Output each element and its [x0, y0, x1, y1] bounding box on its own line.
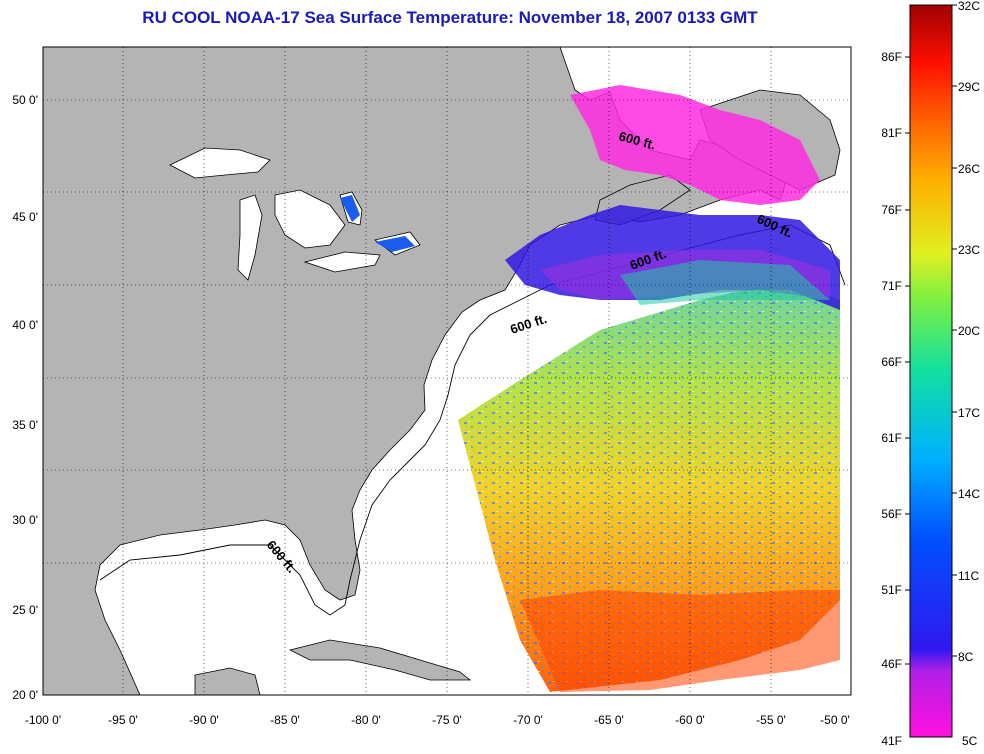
lon-label: -90 0': [189, 713, 219, 727]
colorbar-c-label: 14C: [958, 487, 980, 501]
map-plot-area: 600 ft. 600 ft. 600 ft. 600 ft. 600 ft.: [42, 46, 852, 696]
colorbar-c-label: 5C: [962, 734, 978, 748]
colorbar-f-label: 81F: [881, 126, 902, 140]
colorbar-c-label: 29C: [958, 80, 980, 94]
lon-label: -65 0': [594, 713, 624, 727]
colorbar-f-label: 51F: [881, 583, 902, 597]
lat-label: 20 0': [12, 688, 38, 702]
colorbar-f-label: 76F: [881, 203, 902, 217]
latitude-labels: 50 0' 45 0' 40 0' 35 0' 30 0' 25 0' 20 0…: [12, 93, 38, 702]
lon-label: -100 0': [25, 713, 61, 727]
graticule: [43, 47, 851, 695]
cuba-land: [288, 639, 472, 681]
colorbar-f-label: 86F: [881, 50, 902, 64]
colorbar-c-label: 20C: [958, 324, 980, 338]
lat-label: 40 0': [12, 318, 38, 332]
lat-label: 50 0': [12, 93, 38, 107]
colorbar-f-label: 56F: [881, 507, 902, 521]
lat-label: 35 0': [12, 418, 38, 432]
colorbar-c-label: 17C: [958, 406, 980, 420]
colorbar-c-label: 32C: [958, 0, 980, 13]
colorbar-f-label: 41F: [881, 734, 902, 748]
colorbar: 86F 81F 76F 71F 66F 61F 56F 51F 46F 41F …: [881, 0, 980, 748]
sst-swath: [340, 85, 840, 692]
colorbar-f-label: 46F: [881, 657, 902, 671]
great-lakes: [169, 147, 421, 281]
map-title: RU COOL NOAA-17 Sea Surface Temperature:…: [142, 8, 758, 27]
lon-label: -85 0': [270, 713, 300, 727]
lon-label: -95 0': [108, 713, 138, 727]
yucatan-land: [194, 667, 261, 696]
lat-label: 45 0': [12, 210, 38, 224]
colorbar-c-label: 23C: [958, 243, 980, 257]
colorbar-c-label: 26C: [958, 162, 980, 176]
colorbar-c-label: 11C: [958, 569, 979, 583]
lon-label: -70 0': [513, 713, 543, 727]
lon-label: -75 0': [432, 713, 462, 727]
longitude-labels: -100 0' -95 0' -90 0' -85 0' -80 0' -75 …: [25, 713, 850, 727]
lon-label: -55 0': [756, 713, 786, 727]
colorbar-f-label: 66F: [881, 355, 902, 369]
colorbar-f-label: 71F: [881, 279, 902, 293]
lon-label: -80 0': [351, 713, 381, 727]
lat-label: 25 0': [12, 603, 38, 617]
lat-label: 30 0': [12, 513, 38, 527]
depth-contour-gulf: [99, 274, 591, 616]
lon-label: -50 0': [820, 713, 850, 727]
lon-label: -60 0': [675, 713, 705, 727]
colorbar-c-label: 8C: [958, 650, 974, 664]
colorbar-f-label: 61F: [881, 431, 902, 445]
